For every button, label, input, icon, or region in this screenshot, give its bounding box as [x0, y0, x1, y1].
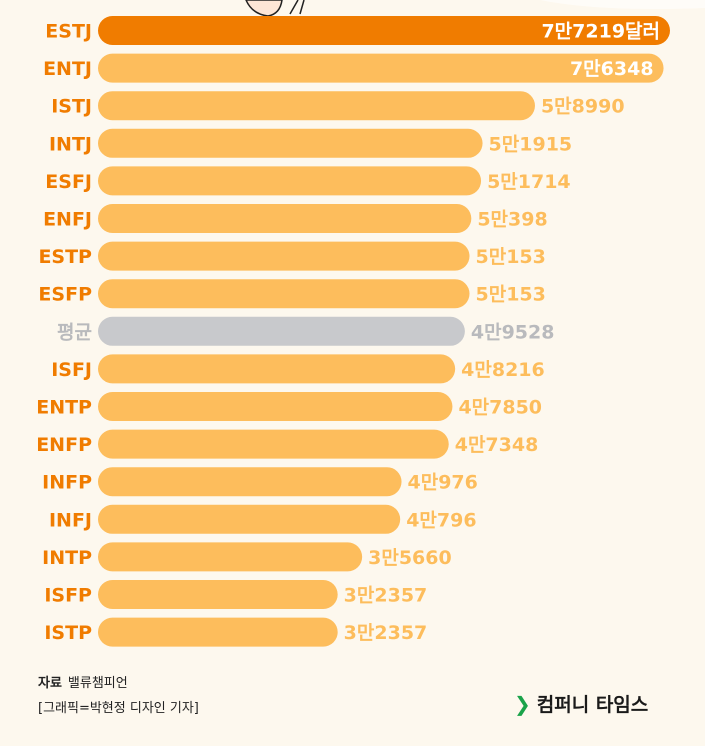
- source-name: 밸류챔피언: [67, 676, 128, 691]
- bar-ESTP: [98, 241, 470, 271]
- category-label: ENFJ: [43, 209, 92, 231]
- category-label: ESFP: [38, 284, 92, 306]
- value-label: 3만5660: [368, 547, 452, 569]
- category-label: ESTP: [38, 246, 92, 268]
- value-label: 7만7219달러: [541, 21, 660, 43]
- bar-INTJ: [98, 128, 483, 158]
- category-label: INTP: [42, 547, 92, 569]
- category-label: ESTJ: [45, 21, 92, 43]
- bar-평균: [98, 316, 465, 346]
- category-label: ISTJ: [51, 96, 92, 118]
- category-label: ESFJ: [45, 171, 92, 193]
- bar-ENTJ: [98, 53, 664, 83]
- category-label: ENTP: [36, 397, 92, 419]
- category-label: INFP: [42, 472, 92, 494]
- value-label: 3만2357: [344, 622, 428, 644]
- value-label: 5만398: [477, 209, 547, 231]
- value-label: 4만976: [408, 472, 478, 494]
- decorative-illustration: [245, 0, 705, 17]
- bar-ENTP: [98, 392, 453, 421]
- brand-logo: ❯ 컴퍼니 타임스: [514, 690, 648, 717]
- category-label: ISFJ: [51, 359, 92, 381]
- value-label: 7만6348: [570, 58, 654, 80]
- value-label: 3만2357: [344, 585, 428, 607]
- category-label: ISFP: [44, 585, 92, 607]
- bar-ISFP: [98, 580, 338, 609]
- bar-chart: ESTJ 7만7219달러 ENTJ 7만6348 ISTJ 5만8990 INTJ 5만19…: [36, 0, 705, 647]
- value-label: 5만1714: [487, 171, 571, 193]
- bar-ISFJ: [98, 354, 456, 384]
- source-prefix: 자료: [38, 676, 62, 691]
- brand-name: 컴퍼니 타임스: [536, 694, 649, 716]
- value-label: 5만1915: [489, 133, 573, 155]
- chevron-right-icon: ❯: [514, 691, 531, 716]
- bar-ENFJ: [98, 204, 472, 233]
- bar-INFP: [98, 467, 402, 497]
- bar-ESFP: [98, 279, 470, 309]
- value-label: 4만9528: [471, 321, 555, 343]
- bar-ESFJ: [98, 166, 482, 196]
- category-label: ENFP: [36, 434, 92, 456]
- category-label: ENTJ: [43, 58, 92, 80]
- category-label: 평균: [57, 321, 92, 343]
- bar-INFJ: [98, 504, 401, 534]
- value-label: 4만8216: [461, 359, 545, 381]
- value-label: 5만153: [476, 246, 546, 268]
- category-label: ISTP: [44, 622, 92, 644]
- bar-ISTP: [98, 617, 338, 647]
- bar-ESTJ: [98, 16, 670, 45]
- value-label: 4만7850: [458, 397, 542, 419]
- graphic-credit: [그래픽=박현정 디자인 기자]: [38, 701, 199, 716]
- bar-ISTJ: [98, 91, 535, 121]
- value-label: 5만8990: [541, 96, 625, 118]
- value-label: 4만796: [406, 509, 476, 531]
- source-note: 자료 밸류챔피언: [38, 672, 128, 691]
- value-label: 5만153: [476, 284, 546, 306]
- category-label: INTJ: [49, 133, 92, 155]
- category-label: INFJ: [49, 509, 92, 531]
- bar-ENFP: [98, 429, 449, 459]
- bar-INTP: [98, 542, 363, 572]
- value-label: 4만7348: [455, 434, 539, 456]
